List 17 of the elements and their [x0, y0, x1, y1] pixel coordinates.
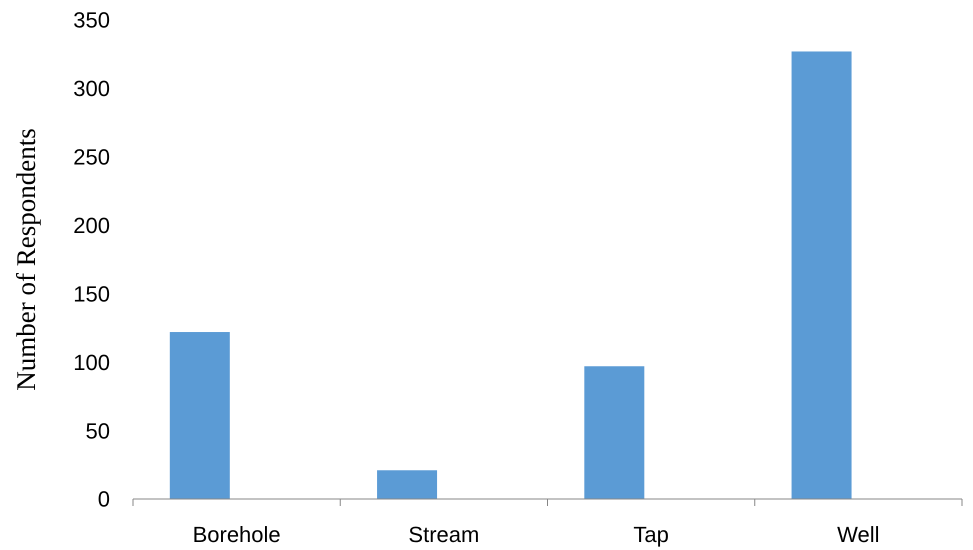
x-tick-label: Borehole	[192, 522, 281, 547]
y-tick-label: 50	[86, 418, 110, 444]
x-tick-label: Stream	[408, 522, 480, 547]
y-tick-label: 200	[73, 212, 110, 238]
y-tick-label: 300	[73, 76, 110, 102]
y-tick-label: 250	[73, 144, 110, 170]
x-tick-label: Well	[837, 522, 880, 547]
bar	[377, 470, 438, 499]
y-tick-label: 100	[73, 350, 110, 375]
y-axis-title: Number of Respondents	[11, 128, 41, 391]
y-tick-label: 350	[73, 8, 110, 33]
bar	[170, 332, 230, 499]
y-tick-label: 0	[98, 486, 110, 512]
x-tick-label: Tap	[633, 522, 669, 547]
bar	[792, 51, 852, 499]
bar	[584, 366, 644, 499]
y-tick-label: 150	[73, 281, 110, 306]
